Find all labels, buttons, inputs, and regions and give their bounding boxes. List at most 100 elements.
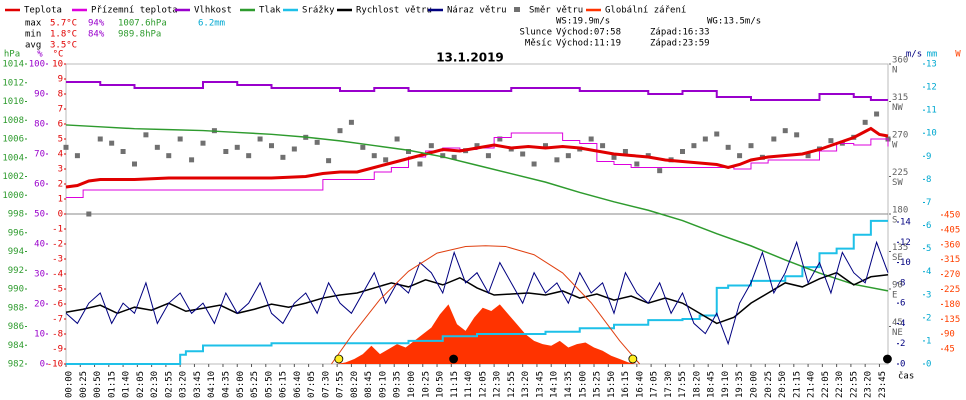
wind-direction-point xyxy=(337,128,343,134)
wind-direction-point xyxy=(348,119,354,125)
x-tick-label: 12:05 xyxy=(478,371,488,398)
y-tick-label: 360 xyxy=(892,56,908,66)
y-tick-label: -7 xyxy=(52,315,63,325)
y-tick-label: 270 xyxy=(892,131,908,141)
wind-direction-point xyxy=(794,132,800,138)
legend-swatch xyxy=(514,7,520,12)
x-tick-label: 17:05 xyxy=(650,371,660,398)
y-tick-label: 0 xyxy=(40,360,45,370)
wind-direction-point xyxy=(223,149,229,154)
compass-label: N xyxy=(892,66,897,76)
y-tick-label: 180 xyxy=(892,206,908,216)
y-tick-label: 1000 xyxy=(2,191,24,201)
chart-title: 13.1.2019 xyxy=(436,51,504,65)
y-tick-label: 12 xyxy=(900,238,911,248)
x-tick-label: 17:55 xyxy=(678,371,688,398)
y-tick-label: 996 xyxy=(8,228,24,238)
x-tick-label: 03:20 xyxy=(179,371,189,398)
y-tick-label: 10 xyxy=(900,258,911,268)
y-tick-label: 315 xyxy=(892,93,908,103)
wind-direction-point xyxy=(474,143,480,149)
x-tick-label: 09:10 xyxy=(378,371,388,398)
wind-direction-point xyxy=(132,161,137,167)
wind-direction-point xyxy=(120,149,126,154)
y-tick-label: -3 xyxy=(52,255,63,265)
info-text: WS:19.9m/s xyxy=(556,17,610,27)
x-tick-label: 22:55 xyxy=(849,371,859,398)
legend-label: Srážky xyxy=(302,6,335,16)
y-tick-label: 1006 xyxy=(2,135,24,145)
y-tick-label: 4 xyxy=(58,150,63,160)
y-tick-label: 1008 xyxy=(2,116,24,126)
stats-value: 94% xyxy=(88,19,105,29)
stats-value: 1007.6hPa xyxy=(118,19,167,29)
x-tick-label: 11:40 xyxy=(464,371,474,398)
wind-direction-point xyxy=(383,157,389,163)
wind-direction-point xyxy=(417,161,423,167)
series-line xyxy=(65,126,889,189)
x-tick-label: 15:50 xyxy=(607,371,617,398)
wind-direction-point xyxy=(634,161,640,167)
sun-moon-event xyxy=(883,354,892,364)
x-tick-label: 15:00 xyxy=(578,371,588,398)
stats-value: 6.2mm xyxy=(198,19,225,29)
wind-direction-point xyxy=(177,136,183,142)
wind-direction-point xyxy=(326,158,332,164)
x-tick-label: 23:20 xyxy=(864,371,874,398)
wind-direction-point xyxy=(143,132,149,138)
y-tick-label: 70 xyxy=(34,150,45,160)
series-line xyxy=(65,271,889,325)
x-tick-label: 05:25 xyxy=(250,371,260,398)
x-tick-label: 12:30 xyxy=(493,371,503,398)
y-tick-label: 9 xyxy=(58,75,63,85)
wind-direction-point xyxy=(360,144,366,150)
x-tick-label: 10:00 xyxy=(407,371,417,398)
x-tick-label: 00:25 xyxy=(79,371,89,398)
x-tick-label: 07:55 xyxy=(336,371,346,398)
x-tick-label: 20:50 xyxy=(778,371,788,398)
wind-direction-point xyxy=(782,128,788,134)
x-tick-label: 04:35 xyxy=(221,371,231,398)
x-axis-label: čas xyxy=(898,371,914,382)
y-tick-label: 30 xyxy=(34,270,45,280)
y-tick-label: -10 xyxy=(47,360,63,370)
wind-direction-point xyxy=(622,149,628,154)
x-tick-label: 02:30 xyxy=(150,371,160,398)
y-tick-label: -1 xyxy=(52,225,63,235)
y-tick-label: 2 xyxy=(900,339,905,349)
x-tick-label: 06:40 xyxy=(293,371,303,398)
stats-value: 84% xyxy=(88,30,105,40)
y-tick-label: 40 xyxy=(34,240,45,250)
info-text: Západ:16:33 xyxy=(650,28,710,38)
x-tick-label: 07:30 xyxy=(321,371,331,398)
x-tick-label: 01:15 xyxy=(107,371,117,398)
x-tick-label: 02:05 xyxy=(136,371,146,398)
info-text: Východ:11:19 xyxy=(556,39,621,49)
x-tick-label: 21:40 xyxy=(807,371,817,398)
wind-direction-point xyxy=(862,119,868,125)
stats-value: 5.7°C xyxy=(50,19,77,29)
y-tick-label: 994 xyxy=(8,247,24,257)
series-line xyxy=(66,219,888,365)
y-tick-label: 90 xyxy=(34,90,45,100)
y-tick-label: 10 xyxy=(52,60,63,70)
wind-direction-point xyxy=(371,153,377,159)
y-tick-label: 315 xyxy=(944,255,960,265)
x-tick-label: 20:00 xyxy=(750,371,760,398)
x-tick-label: 08:20 xyxy=(350,371,360,398)
stats-value: 989.8hPa xyxy=(118,30,161,40)
x-tick-label: 01:40 xyxy=(122,371,132,398)
wind-direction-point xyxy=(680,149,685,154)
y-tick-label: 5 xyxy=(926,244,931,254)
wind-direction-point xyxy=(166,153,172,159)
x-tick-label: 06:15 xyxy=(279,371,289,398)
series-line xyxy=(331,245,641,365)
sun-moon-event xyxy=(628,354,638,364)
wind-direction-point xyxy=(714,131,720,137)
compass-label: NW xyxy=(892,103,903,113)
y-tick-label: 998 xyxy=(8,210,24,220)
compass-label: S xyxy=(892,216,897,226)
y-tick-label: 80 xyxy=(34,120,45,130)
wind-direction-point xyxy=(200,140,206,146)
y-tick-label: 0 xyxy=(58,210,63,220)
